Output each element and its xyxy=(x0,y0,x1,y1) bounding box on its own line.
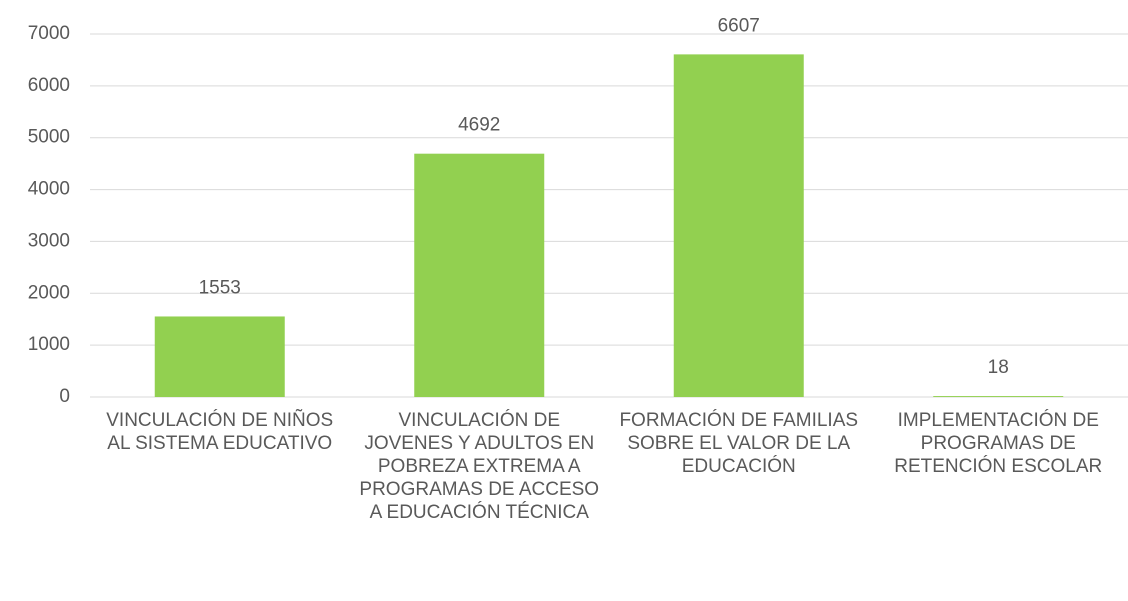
x-tick-label: IMPLEMENTACIÓN DE PROGRAMAS DE RETENCIÓN E… xyxy=(894,409,1102,477)
bar xyxy=(673,54,804,398)
x-tick-label: VINCULACIÓN DE JOVENES Y ADULTOS EN POBREZ… xyxy=(359,409,599,523)
value-label: 1553 xyxy=(199,277,241,298)
y-tick-label: 7000 xyxy=(28,23,70,44)
bar xyxy=(933,396,1064,397)
x-tick-label: VINCULACIÓN DE NIÑOS AL SISTEMA EDUCATIVO xyxy=(106,409,333,454)
y-tick-label: 3000 xyxy=(28,230,70,251)
value-label: 6607 xyxy=(718,15,760,36)
bar xyxy=(414,153,545,397)
y-tick-label: 0 xyxy=(59,386,70,407)
bar xyxy=(154,316,285,397)
y-tick-label: 4000 xyxy=(28,179,70,200)
x-tick-label: FORMACIÓN DE FAMILIAS SOBRE EL VALOR DE L… xyxy=(619,409,858,477)
y-tick-label: 1000 xyxy=(28,334,70,355)
value-label: 4692 xyxy=(458,115,500,136)
y-tick-label: 2000 xyxy=(28,282,70,303)
value-label: 18 xyxy=(988,357,1009,378)
y-tick-label: 6000 xyxy=(28,75,70,96)
y-tick-label: 5000 xyxy=(28,127,70,148)
